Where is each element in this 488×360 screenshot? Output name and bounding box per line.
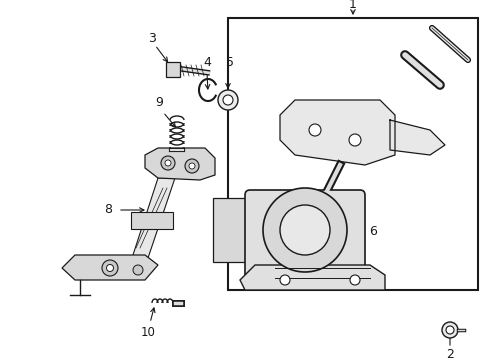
Circle shape	[349, 275, 359, 285]
Circle shape	[263, 188, 346, 272]
Circle shape	[223, 95, 232, 105]
FancyBboxPatch shape	[131, 212, 173, 229]
Circle shape	[280, 275, 289, 285]
Circle shape	[161, 156, 175, 170]
Text: 10: 10	[140, 327, 155, 339]
Circle shape	[133, 265, 142, 275]
Circle shape	[102, 260, 118, 276]
Polygon shape	[145, 148, 215, 180]
Polygon shape	[280, 100, 394, 165]
Polygon shape	[62, 255, 158, 280]
Circle shape	[106, 265, 113, 271]
FancyBboxPatch shape	[244, 190, 364, 285]
Circle shape	[308, 124, 320, 136]
Circle shape	[348, 134, 360, 146]
Text: 3: 3	[148, 31, 156, 45]
Text: 5: 5	[225, 57, 234, 69]
Circle shape	[445, 326, 453, 334]
Text: 7: 7	[353, 275, 361, 288]
FancyBboxPatch shape	[213, 198, 257, 262]
Circle shape	[164, 160, 171, 166]
Circle shape	[280, 205, 329, 255]
Text: 4: 4	[203, 57, 210, 69]
FancyBboxPatch shape	[165, 62, 180, 77]
Text: 8: 8	[104, 203, 112, 216]
Circle shape	[441, 322, 457, 338]
Bar	[227, 18, 477, 290]
Polygon shape	[132, 178, 175, 258]
Text: 6: 6	[368, 225, 376, 238]
Text: 9: 9	[155, 96, 163, 109]
Polygon shape	[240, 265, 384, 290]
Polygon shape	[389, 120, 444, 155]
Text: 1: 1	[348, 0, 356, 10]
Circle shape	[189, 163, 195, 169]
Circle shape	[184, 159, 199, 173]
Text: 2: 2	[445, 348, 453, 360]
Circle shape	[218, 90, 238, 110]
